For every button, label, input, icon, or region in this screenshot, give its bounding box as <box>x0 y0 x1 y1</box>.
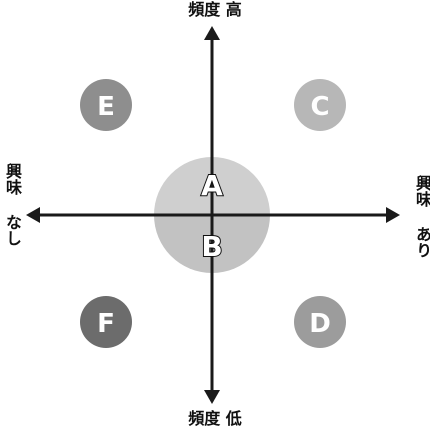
node-D-circle <box>294 296 346 348</box>
axis-arrowheads <box>26 26 400 404</box>
arrow-right-icon <box>386 207 400 223</box>
axis-label-left: 興味 なし <box>3 163 22 246</box>
axis-label-top: 頻度 高 <box>188 0 242 19</box>
node-letters: A B <box>200 168 224 264</box>
arrow-left-icon <box>26 207 40 223</box>
node-F-circle <box>80 296 132 348</box>
arrow-down-icon <box>204 390 220 404</box>
node-C-circle <box>294 79 346 131</box>
node-E-label: E <box>97 92 115 122</box>
node-F-label: F <box>97 309 115 339</box>
node-C-label: C <box>310 92 329 122</box>
arrow-up-icon <box>204 26 220 40</box>
node-A-label: A <box>201 169 223 202</box>
node-E-circle <box>80 79 132 131</box>
axis-label-bottom: 頻度 低 <box>188 409 242 428</box>
node-B-label: B <box>201 230 222 263</box>
quadrant-letters: C D E F <box>97 92 331 339</box>
node-D-label: D <box>309 309 331 339</box>
axis-label-right: 興味 あり <box>413 175 430 258</box>
axes <box>38 38 388 392</box>
